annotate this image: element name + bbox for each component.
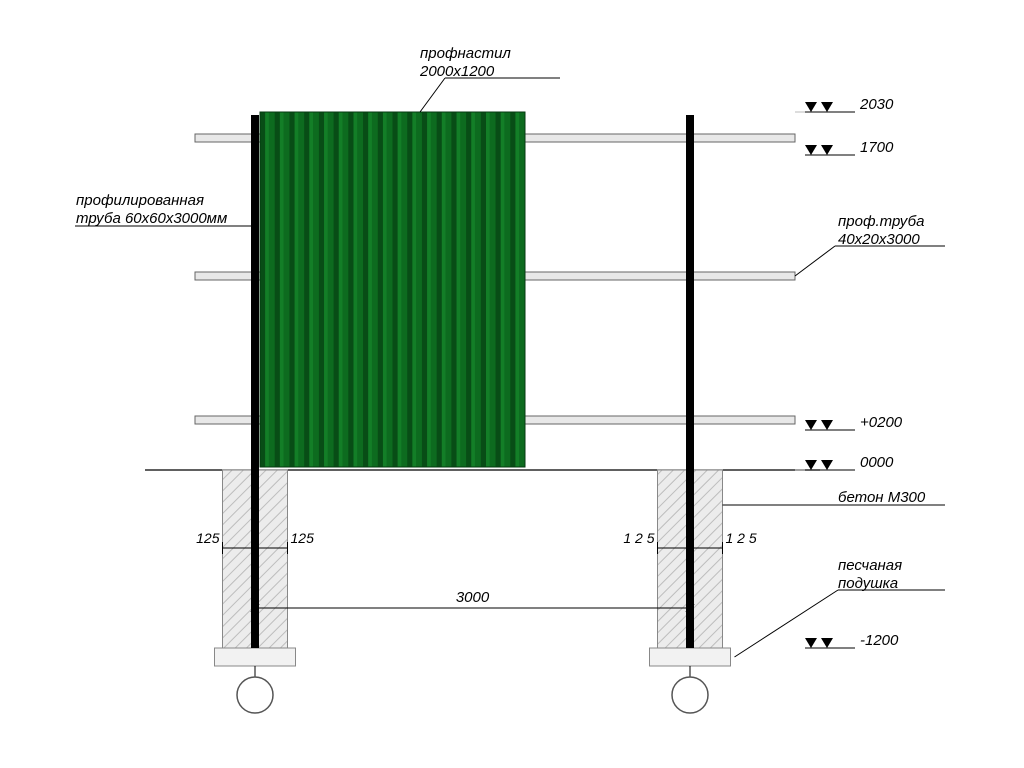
svg-text:труба 60х60х3000мм: труба 60х60х3000мм bbox=[76, 210, 227, 227]
svg-text:профнастил: профнастил bbox=[420, 45, 511, 62]
svg-text:-1200: -1200 bbox=[860, 632, 899, 649]
rail-middle bbox=[195, 272, 795, 280]
svg-text:1700: 1700 bbox=[860, 139, 894, 156]
rail-top bbox=[195, 134, 795, 142]
svg-text:40х20х3000: 40х20х3000 bbox=[838, 231, 920, 248]
svg-text:2030: 2030 bbox=[859, 96, 894, 113]
svg-text:песчаная: песчаная bbox=[838, 557, 902, 574]
svg-text:бетон М300: бетон М300 bbox=[838, 489, 926, 506]
svg-text:профилированная: профилированная bbox=[76, 192, 204, 209]
post-right bbox=[686, 115, 694, 648]
svg-text:1 2 5: 1 2 5 bbox=[623, 530, 654, 546]
svg-text:0000: 0000 bbox=[860, 454, 894, 471]
svg-text:125: 125 bbox=[291, 530, 315, 546]
post-left bbox=[251, 115, 259, 648]
svg-text:подушка: подушка bbox=[838, 575, 898, 592]
sheet-profnastil bbox=[260, 112, 525, 467]
svg-text:3000: 3000 bbox=[456, 589, 490, 606]
rail-bottom bbox=[195, 416, 795, 424]
svg-text:+0200: +0200 bbox=[860, 414, 903, 431]
svg-text:125: 125 bbox=[196, 530, 220, 546]
svg-text:1 2 5: 1 2 5 bbox=[726, 530, 757, 546]
svg-text:проф.труба: проф.труба bbox=[838, 213, 924, 230]
svg-text:2000х1200: 2000х1200 bbox=[419, 63, 495, 80]
